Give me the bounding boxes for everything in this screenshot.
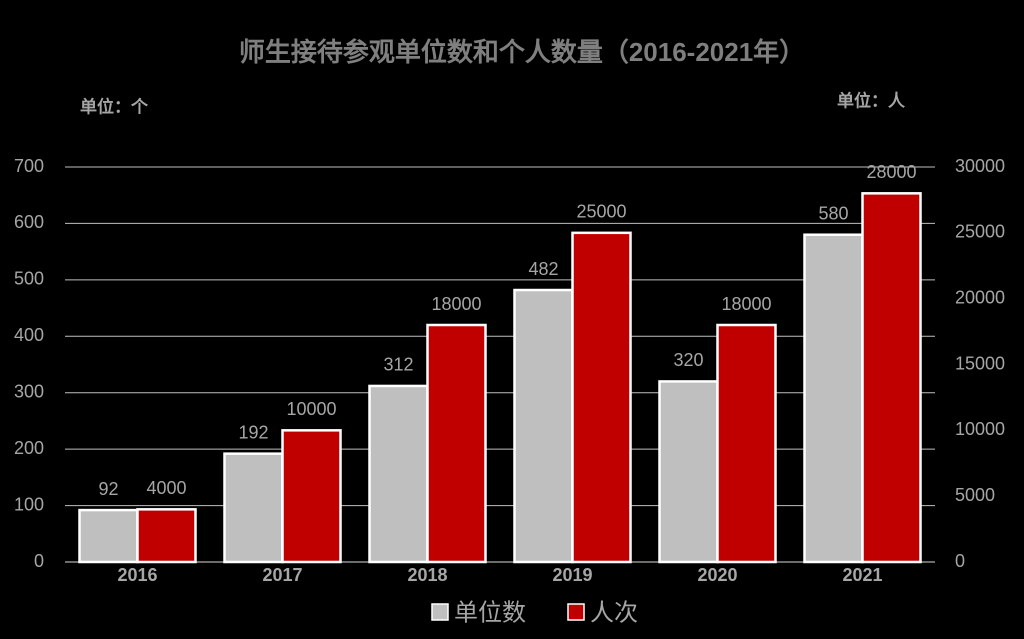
bar: [281, 429, 342, 564]
data-label: 580: [818, 203, 848, 223]
y-tick-label: 100: [14, 494, 44, 514]
data-label: 482: [528, 259, 558, 279]
y2-tick-label: 25000: [955, 222, 1005, 242]
chart-title: 师生接待参观单位数和个人数量（2016-2021年）: [239, 37, 805, 67]
y2-tick-label: 15000: [955, 353, 1005, 373]
y-tick-label: 400: [14, 325, 44, 345]
x-tick-label: 2019: [552, 565, 592, 585]
x-tick-label: 2021: [842, 565, 882, 585]
data-label: 18000: [721, 294, 771, 314]
bar: [426, 323, 487, 564]
bar: [658, 380, 719, 564]
y2-tick-label: 10000: [955, 419, 1005, 439]
x-tick-label: 2020: [697, 565, 737, 585]
y2-tick-label: 5000: [955, 485, 995, 505]
legend-swatch: [431, 603, 449, 621]
bar: [136, 508, 197, 564]
x-tick-label: 2018: [407, 565, 447, 585]
bar: [223, 452, 284, 564]
data-label: 28000: [866, 162, 916, 182]
bar: [571, 231, 632, 564]
y2-axis-unit: 单位：人: [837, 90, 906, 110]
data-label: 10000: [286, 399, 336, 419]
legend-swatch: [567, 603, 585, 621]
y-axis-unit: 单位：个: [80, 96, 149, 116]
bar: [368, 384, 429, 564]
data-label: 4000: [146, 478, 186, 498]
y-tick-label: 300: [14, 381, 44, 401]
y-tick-label: 0: [34, 551, 44, 571]
data-label: 18000: [431, 294, 481, 314]
bar: [716, 323, 777, 564]
legend-label: 单位数: [454, 599, 526, 626]
x-tick-label: 2017: [262, 565, 302, 585]
y-tick-label: 500: [14, 269, 44, 289]
bar: [861, 192, 922, 564]
y-tick-label: 600: [14, 212, 44, 232]
bar: [513, 288, 574, 564]
y-tick-label: 700: [14, 156, 44, 176]
y2-tick-label: 0: [955, 551, 965, 571]
x-tick-label: 2016: [117, 565, 157, 585]
data-label: 312: [383, 355, 413, 375]
y2-tick-label: 30000: [955, 156, 1005, 176]
y-tick-label: 200: [14, 438, 44, 458]
data-label: 25000: [576, 202, 626, 222]
data-label: 320: [673, 350, 703, 370]
data-label: 192: [238, 422, 268, 442]
legend-label: 人次: [590, 599, 638, 626]
y2-tick-label: 20000: [955, 287, 1005, 307]
bar: [78, 508, 139, 564]
data-label: 92: [98, 479, 118, 499]
bar: [803, 233, 864, 564]
